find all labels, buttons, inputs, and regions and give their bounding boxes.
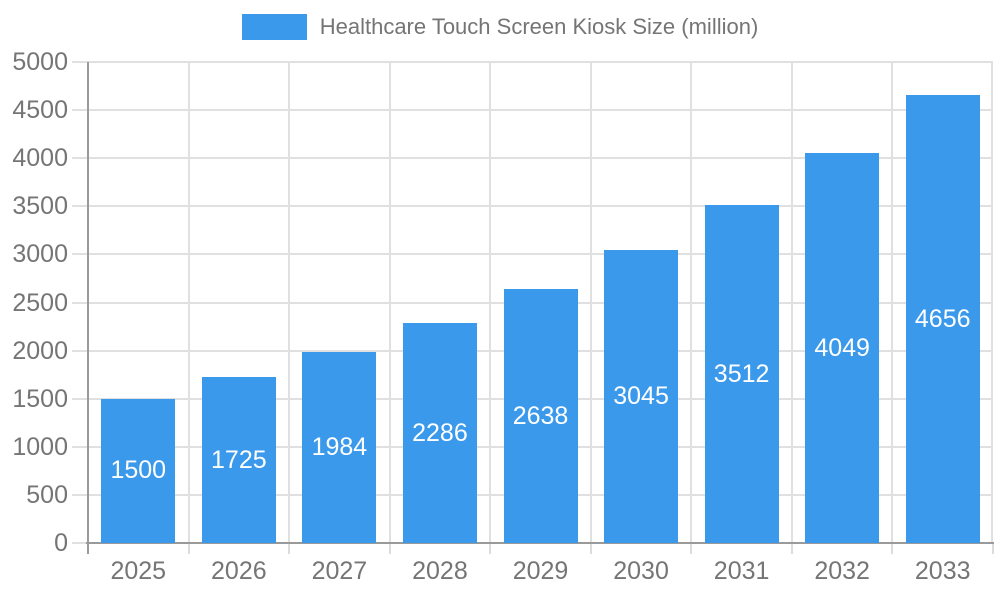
- y-axis-tick: [72, 253, 88, 256]
- bar-2028: 2286: [402, 323, 477, 543]
- bar-value-label: 1984: [311, 433, 368, 462]
- y-axis-tick-label: 2000: [12, 336, 68, 365]
- gridline-vertical: [790, 62, 793, 543]
- bar-2029: 2638: [503, 289, 578, 543]
- x-axis-tick-label: 2031: [713, 557, 770, 585]
- gridline-vertical: [388, 62, 391, 543]
- gridline-horizontal: [88, 61, 993, 63]
- x-axis-tick: [891, 543, 894, 554]
- gridline-horizontal: [88, 109, 993, 112]
- gridline-vertical: [589, 62, 592, 543]
- gridline-vertical: [690, 62, 693, 543]
- x-axis-tick-label: 2026: [211, 557, 267, 585]
- y-axis-tick-label: 4500: [12, 96, 68, 125]
- y-axis-tick: [72, 205, 88, 208]
- y-axis-tick-label: 4000: [12, 144, 68, 173]
- y-axis-tick: [72, 445, 88, 448]
- x-axis-tick: [288, 543, 291, 554]
- x-axis-labels: 2025 2026 2027 2028 2029 2030 2031 2032 2033: [88, 556, 993, 588]
- y-axis-tick-label: 3000: [12, 240, 68, 269]
- gridline-vertical: [891, 62, 894, 543]
- y-axis-tick-label: 2500: [12, 288, 68, 317]
- y-axis-tick-label: 500: [26, 480, 68, 509]
- y-axis-tick-label: 1500: [12, 384, 68, 413]
- x-axis-tick-label: 2032: [814, 557, 870, 585]
- bar-value-label: 2638: [512, 401, 569, 430]
- gridline-vertical: [991, 62, 993, 543]
- x-axis-tick-label: 2029: [512, 557, 569, 585]
- y-axis-tick: [72, 542, 88, 544]
- y-axis-tick-label: 5000: [12, 48, 68, 76]
- bar-value-label: 1500: [110, 456, 167, 485]
- y-axis-tick-label: 3500: [12, 192, 68, 221]
- x-axis-tick: [790, 543, 793, 554]
- x-axis-tick: [489, 543, 492, 554]
- bar-2031: 3512: [704, 205, 779, 543]
- y-axis-tick: [72, 493, 88, 496]
- bar-value-label: 3512: [713, 359, 770, 388]
- bar-2027: 1984: [302, 352, 377, 543]
- bar-2026: 1725: [201, 377, 276, 543]
- y-axis-line: [87, 62, 89, 554]
- y-axis-tick: [72, 61, 88, 63]
- gridline-horizontal: [88, 157, 993, 160]
- bar-2030: 3045: [604, 250, 679, 543]
- bar-2025: 1500: [101, 398, 176, 543]
- bar-value-label: 1725: [211, 445, 267, 474]
- y-axis-tick: [72, 349, 88, 352]
- y-axis-tick-label: 0: [54, 529, 68, 557]
- x-axis-tick: [388, 543, 391, 554]
- bar-value-label: 2286: [412, 418, 468, 447]
- bar-value-label: 4656: [914, 304, 971, 333]
- y-axis-labels: 0 500 1000 1500 2000 2500 3000 3500 4000 4500 5000: [0, 48, 68, 557]
- legend-label: Healthcare Touch Screen Kiosk Size (mill…: [319, 14, 759, 39]
- y-axis-tick: [72, 397, 88, 400]
- x-axis-tick-label: 2030: [613, 557, 669, 585]
- gridline-vertical: [489, 62, 492, 543]
- y-axis-tick: [72, 301, 88, 304]
- gridline-horizontal: [88, 205, 993, 208]
- x-axis-tick-label: 2033: [914, 557, 971, 585]
- gridline-vertical: [187, 62, 190, 543]
- x-axis-tick-label: 2028: [412, 557, 468, 585]
- chart-legend[interactable]: Healthcare Touch Screen Kiosk Size (mill…: [0, 14, 1000, 40]
- x-axis-tick: [992, 543, 994, 554]
- bar-2032: 4049: [805, 153, 880, 543]
- bar-value-label: 3045: [613, 382, 669, 411]
- bar-value-label: 4049: [814, 333, 870, 362]
- x-axis-tick: [589, 543, 592, 554]
- legend-swatch-icon: [241, 14, 307, 40]
- y-axis-tick: [72, 157, 88, 160]
- plot-area: 1500 1725 1984 2286 2638 3045 3512 4049 4656: [72, 61, 994, 554]
- x-axis-tick-label: 2027: [311, 557, 368, 585]
- x-axis-line: [86, 542, 994, 544]
- bar-2033: 4656: [905, 95, 980, 543]
- gridline-vertical: [288, 62, 291, 543]
- x-axis-tick-label: 2025: [110, 557, 167, 585]
- x-axis-tick: [187, 543, 190, 554]
- gridline-horizontal: [88, 253, 993, 256]
- y-axis-tick: [72, 109, 88, 112]
- y-axis-tick-label: 1000: [12, 432, 68, 461]
- x-axis-tick: [690, 543, 693, 554]
